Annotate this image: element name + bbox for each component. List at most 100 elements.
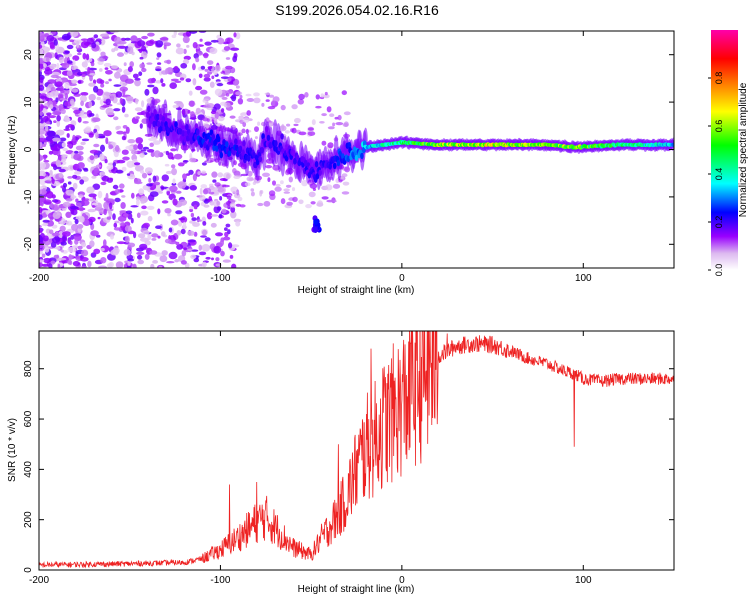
- heatmap-cell: [232, 149, 236, 156]
- heatmap-cell: [49, 169, 53, 176]
- heatmap-cell: [104, 67, 109, 70]
- heatmap-cell: [147, 233, 152, 241]
- heatmap-cell: [164, 163, 170, 167]
- heatmap-cell: [99, 135, 106, 139]
- heatmap-cell: [248, 178, 254, 181]
- heatmap-cell: [50, 74, 59, 79]
- heatmap-cell: [122, 125, 128, 129]
- heatmap-cell: [309, 183, 318, 189]
- heatmap-cell: [52, 137, 61, 142]
- heatmap-cell: [43, 257, 52, 264]
- heatmap-cell: [127, 242, 136, 248]
- heatmap-cell: [209, 47, 218, 55]
- heatmap-cell: [64, 81, 70, 90]
- heatmap-cell: [244, 182, 251, 187]
- heatmap-cell: [140, 210, 149, 216]
- heatmap-cell: [130, 217, 134, 224]
- heatmap-cell: [146, 149, 155, 153]
- heatmap-cell: [127, 260, 131, 267]
- heatmap-cell: [149, 142, 154, 147]
- heatmap-cell: [166, 190, 170, 196]
- heatmap-cell: [291, 127, 297, 134]
- heatmap-cell: [70, 234, 75, 240]
- heatmap-cell: [199, 38, 203, 42]
- heatmap-cell: [60, 85, 64, 92]
- heatmap-cell: [68, 254, 73, 261]
- heatmap-cell: [148, 137, 157, 142]
- spectrogram-y-label: Frequency (Hz): [7, 116, 18, 185]
- heatmap-cell: [56, 62, 60, 70]
- heatmap-cell: [96, 96, 101, 101]
- heatmap-cell: [79, 179, 85, 185]
- heatmap-cell: [170, 78, 179, 82]
- heatmap-cell: [56, 166, 62, 170]
- heatmap-cell: [99, 153, 105, 161]
- colorbar-gradient: [711, 30, 738, 270]
- heatmap-cell: [151, 233, 159, 238]
- heatmap-cell: [187, 230, 195, 236]
- heatmap-cell: [201, 261, 207, 268]
- heatmap-cell: [90, 62, 95, 67]
- heatmap-cell: [144, 240, 151, 246]
- heatmap-cell: [173, 31, 177, 36]
- heatmap-cell: [190, 249, 199, 252]
- heatmap-cell: [121, 135, 126, 141]
- heatmap-cell: [106, 216, 112, 220]
- heatmap-cell: [49, 63, 57, 70]
- heatmap-cell: [60, 108, 66, 114]
- x-tick-label: -100: [210, 575, 230, 586]
- heatmap-cell: [130, 205, 139, 208]
- heatmap-cell: [252, 152, 256, 159]
- heatmap-cell: [62, 201, 71, 208]
- heatmap-cell: [80, 199, 90, 206]
- heatmap-cell: [160, 78, 164, 84]
- heatmap-cell: [157, 208, 161, 215]
- heatmap-cell: [74, 218, 79, 225]
- heatmap-cell: [332, 183, 341, 189]
- heatmap-cell: [210, 214, 219, 217]
- heatmap-cell: [39, 137, 46, 143]
- heatmap-cell: [81, 38, 88, 41]
- heatmap-cell: [91, 42, 97, 49]
- heatmap-cell: [305, 204, 312, 209]
- heatmap-cell: [165, 170, 173, 175]
- heatmap-cell: [115, 91, 123, 98]
- heatmap-cell: [81, 249, 89, 257]
- heatmap-cell: [164, 208, 172, 214]
- heatmap-cell: [167, 212, 171, 217]
- heatmap-cell: [42, 143, 46, 148]
- heatmap-cell: [203, 141, 207, 149]
- heatmap-cell: [126, 173, 131, 176]
- heatmap-cell: [49, 229, 54, 235]
- heatmap-cell: [124, 37, 131, 41]
- snr-frame: [38, 330, 675, 571]
- heatmap-cell: [77, 224, 84, 229]
- heatmap-cell: [106, 165, 114, 170]
- heatmap-cell: [42, 115, 49, 123]
- heatmap-cell: [191, 217, 197, 222]
- heatmap-cell: [226, 81, 235, 85]
- heatmap-cell: [43, 69, 53, 75]
- heatmap-cell: [274, 186, 282, 192]
- heatmap-cell: [91, 117, 101, 122]
- heatmap-cell: [119, 210, 125, 214]
- heatmap-cell: [232, 168, 237, 174]
- heatmap-cell: [153, 150, 161, 158]
- heatmap-cell: [214, 182, 221, 187]
- heatmap-cell: [115, 169, 124, 174]
- heatmap-cell: [52, 199, 59, 203]
- heatmap-cell: [52, 211, 61, 219]
- heatmap-cell: [125, 96, 134, 102]
- heatmap-cell: [343, 121, 349, 127]
- heatmap-cell: [147, 78, 155, 84]
- heatmap-cell: [169, 82, 177, 89]
- heatmap-cell: [53, 254, 60, 259]
- heatmap-cell: [51, 163, 56, 167]
- heatmap-cell: [215, 145, 219, 152]
- heatmap-cell: [177, 181, 187, 189]
- heatmap-cell: [292, 196, 298, 202]
- heatmap-cell: [135, 137, 144, 144]
- heatmap-cell: [303, 159, 308, 166]
- heatmap-cell: [121, 149, 129, 155]
